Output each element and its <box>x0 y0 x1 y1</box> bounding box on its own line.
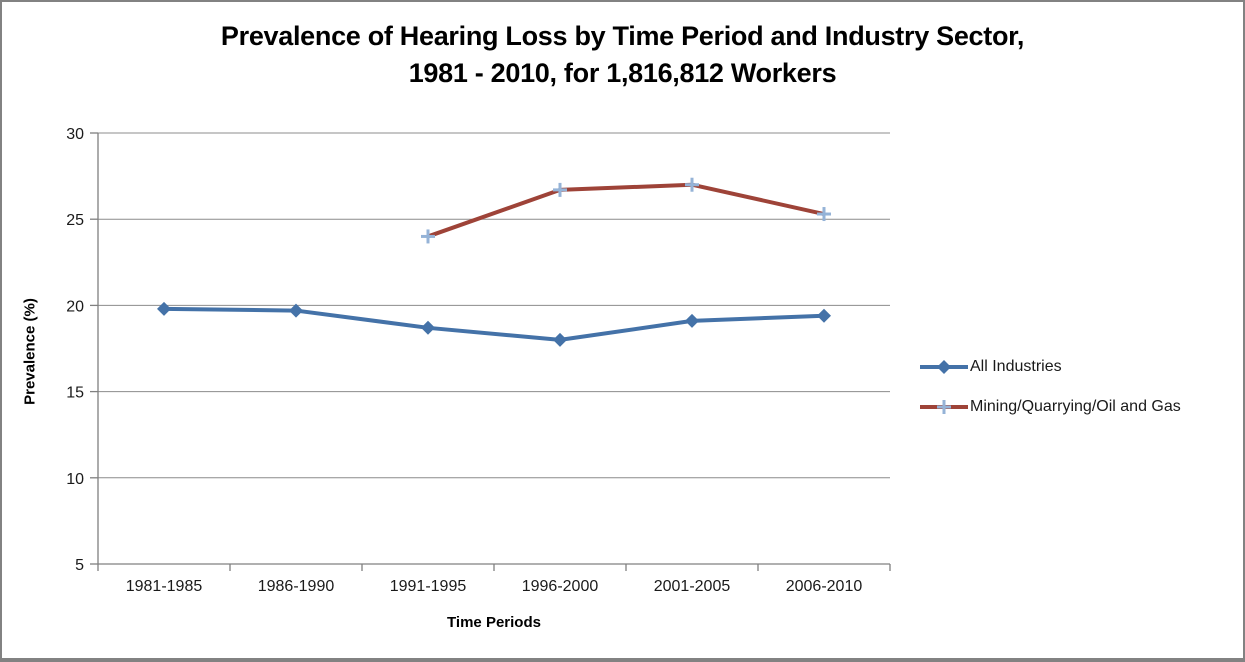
chart-title-line-2: 1981 - 2010, for 1,816,812 Workers <box>408 58 837 88</box>
x-axis-title: Time Periods <box>447 614 541 631</box>
legend-item: Mining/Quarrying/Oil and Gas <box>920 387 1181 427</box>
legend-item: All Industries <box>920 347 1181 387</box>
data-point-marker <box>817 308 831 323</box>
y-tick-label: 20 <box>66 298 84 315</box>
legend-label: Mining/Quarrying/Oil and Gas <box>970 398 1181 415</box>
x-tick-label: 1981-1985 <box>126 578 203 595</box>
x-tick-label: 1986-1990 <box>258 578 335 595</box>
legend-diamond-icon <box>920 360 968 374</box>
y-tick-label: 25 <box>66 212 84 229</box>
x-tick-label: 2006-2010 <box>786 578 863 595</box>
chart-title-line-1: Prevalence of Hearing Loss by Time Perio… <box>220 21 1025 51</box>
y-tick-label: 10 <box>66 471 84 488</box>
data-point-marker <box>685 313 699 328</box>
legend-label: All Industries <box>970 358 1062 375</box>
series-line <box>426 182 826 239</box>
data-point-marker <box>157 301 171 316</box>
x-tick-label: 1991-1995 <box>390 578 467 595</box>
x-tick-label: 2001-2005 <box>654 578 731 595</box>
y-tick-label: 30 <box>66 126 84 143</box>
data-point-marker <box>553 332 567 347</box>
y-tick-label: 15 <box>66 385 84 402</box>
data-point-marker <box>289 303 303 318</box>
series-line <box>162 306 826 342</box>
legend: All Industries Mining/Quarrying/Oil and G… <box>920 347 1181 427</box>
y-axis-title: Prevalence (%) <box>21 298 39 405</box>
chart-title: Prevalence of Hearing Loss by Time Perio… <box>2 18 1243 92</box>
legend-plus-icon <box>920 400 968 414</box>
y-tick-label: 5 <box>75 557 84 574</box>
data-point-marker <box>421 320 435 335</box>
x-tick-label: 1996-2000 <box>522 578 599 595</box>
